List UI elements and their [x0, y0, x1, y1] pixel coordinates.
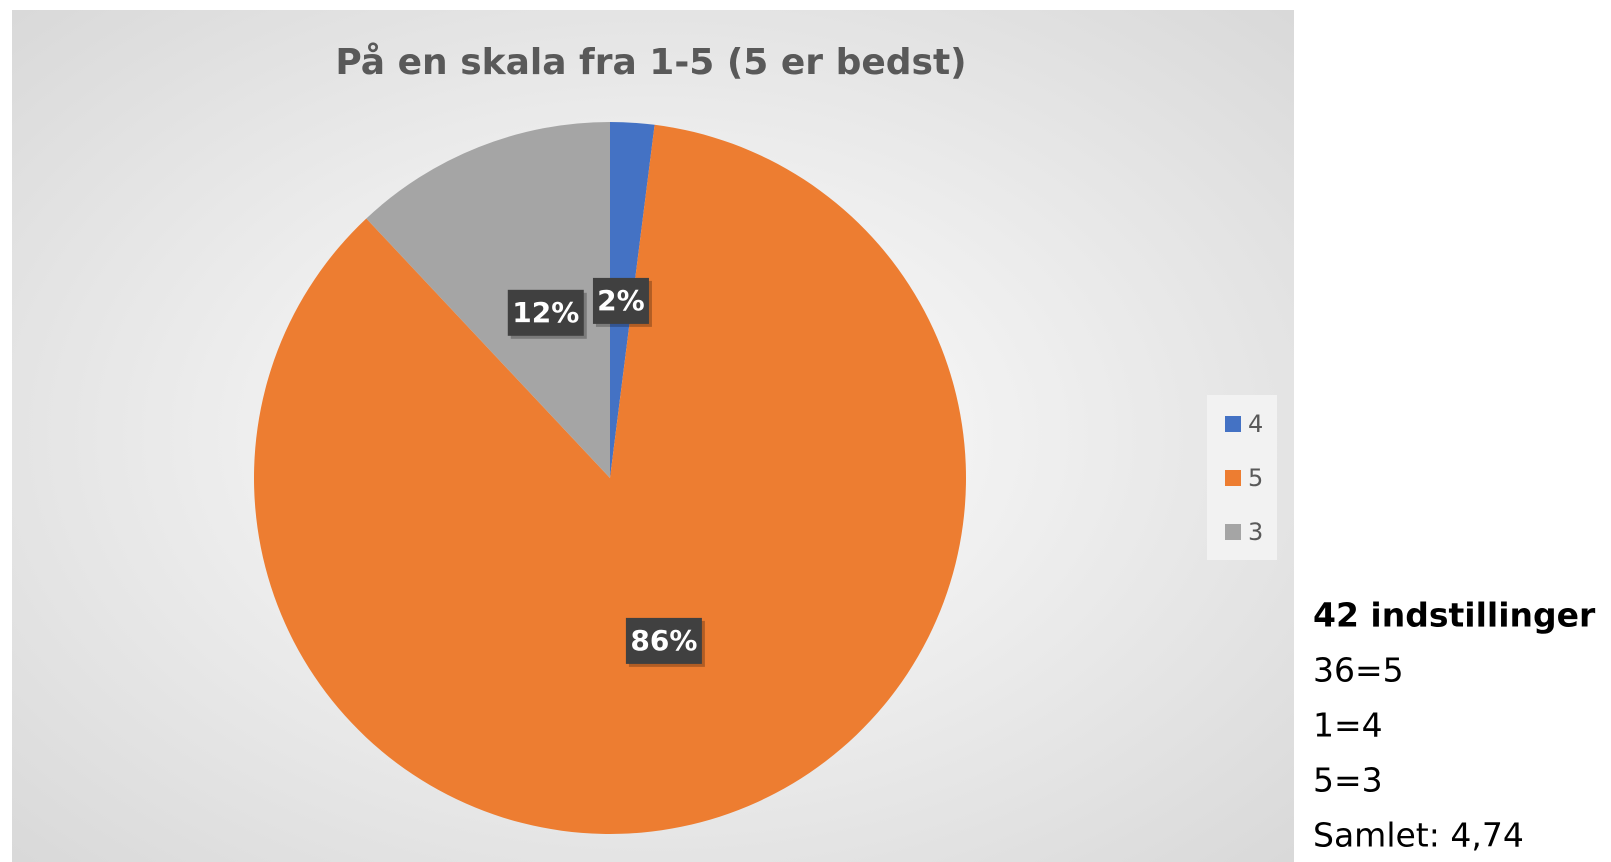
legend-label: 5: [1248, 464, 1263, 492]
legend-swatch: [1225, 416, 1241, 432]
legend-box: [1207, 395, 1277, 560]
data-label-box: [625, 617, 702, 664]
data-label-box: [507, 289, 584, 336]
legend-swatch: [1225, 524, 1241, 540]
legend-label: 4: [1248, 410, 1263, 438]
chart-title: På en skala fra 1-5 (5 er bedst): [335, 42, 966, 83]
annotation: 1=4: [1313, 706, 1383, 745]
data-label: 2%: [597, 284, 645, 317]
data-label-box: [592, 277, 649, 324]
annotation: Samlet: 4,74: [1313, 816, 1524, 855]
pie-slice: [254, 124, 967, 835]
annotation: 5=3: [1313, 761, 1383, 800]
legend-swatch: [1225, 470, 1241, 486]
pie-slice: [366, 122, 610, 478]
annotation: 42 indstillinger: [1313, 596, 1596, 635]
annotation: 36=5: [1313, 651, 1404, 690]
legend-label: 3: [1248, 518, 1263, 546]
data-label: 86%: [630, 624, 697, 657]
data-label: 12%: [512, 296, 579, 329]
